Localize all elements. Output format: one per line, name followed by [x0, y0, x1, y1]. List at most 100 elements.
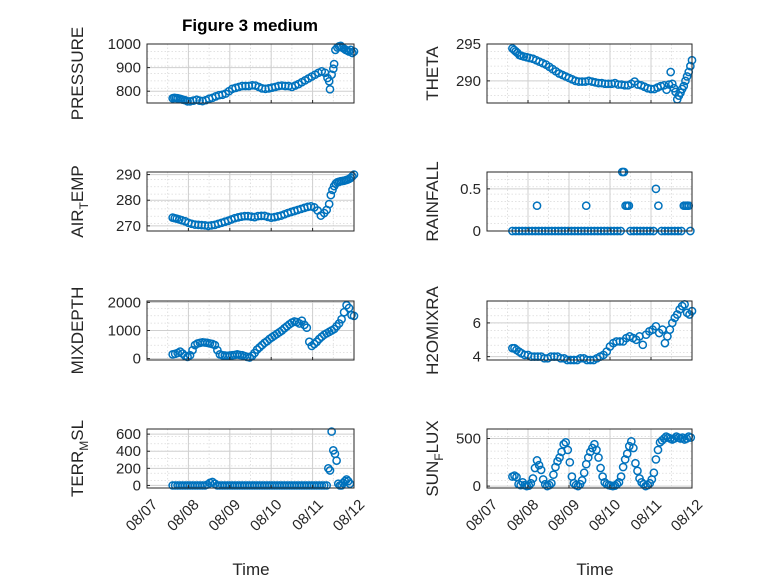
y-axis-label-rest: SL	[68, 420, 87, 441]
axes-mixdepth: 0 1000 2000 MIXDEPTH	[68, 287, 359, 374]
axes-frame	[486, 171, 693, 232]
data-point-mixdepth	[185, 350, 195, 360]
data-point-mixdepth	[188, 345, 197, 355]
data-point-mixdepth	[255, 343, 264, 352]
data-point-sun-flux	[547, 478, 556, 488]
data-point-air-temp	[326, 190, 336, 200]
y-axis-label-pressure: PRESSURE	[68, 27, 87, 121]
axes-air-temp: 270 280 290 AIRTEMP	[68, 165, 359, 238]
data-point-theta	[681, 76, 690, 86]
data-point-h2omixra	[638, 340, 648, 350]
y-axis-label-main: PRESSURE	[68, 27, 87, 121]
axes-frame	[486, 43, 693, 104]
y-tick-label: 295	[456, 36, 481, 53]
data-point-mixdepth	[210, 340, 220, 350]
data-point-terr-msl	[317, 481, 327, 490]
data-point-rainfall	[581, 201, 591, 211]
data-point-sun-flux	[579, 468, 589, 478]
data-point-mixdepth	[277, 326, 287, 335]
y-tick-label: 290	[456, 73, 481, 90]
figure-title: Figure 3 medium	[182, 16, 318, 35]
y-axis-label-main: H2OMIXRA	[423, 285, 442, 374]
data-point-h2omixra	[651, 321, 661, 331]
y-axis-label-main: AIR	[68, 209, 87, 237]
data-point-mixdepth	[307, 341, 317, 351]
axes-frame	[146, 43, 355, 104]
data-point-sun-flux	[682, 434, 692, 443]
y-tick-label: 2000	[108, 294, 141, 311]
data-point-pressure	[329, 59, 339, 69]
data-point-sun-flux	[670, 434, 679, 443]
data-point-sun-flux	[549, 470, 558, 480]
data-point-mixdepth	[334, 319, 344, 328]
data-point-mixdepth	[213, 345, 222, 355]
axes-frame	[146, 171, 355, 232]
data-point-pressure	[327, 70, 336, 80]
data-point-mixdepth	[252, 345, 262, 354]
y-tick-label: 280	[116, 192, 141, 209]
data-point-sun-flux	[653, 445, 663, 455]
y-tick-label: 600	[116, 426, 141, 443]
data-point-sun-flux	[532, 456, 542, 465]
data-point-terr-msl	[332, 456, 341, 465]
data-point-pressure	[325, 84, 335, 94]
y-tick-label: 0	[133, 477, 141, 494]
data-point-sun-flux	[631, 458, 640, 468]
data-point-pressure	[183, 97, 192, 106]
data-point-terr-msl	[198, 481, 207, 490]
data-point-air-temp	[324, 199, 334, 209]
y-tick-label: 500	[456, 431, 481, 448]
y-axis-label-h2omixra: H2OMIXRA	[423, 285, 442, 374]
axes-layer: 800 900 1000 PRESSURE 290 295 THETA 270 280 290 AI…	[68, 27, 706, 535]
data-point-sun-flux	[559, 439, 569, 449]
y-tick-label: 800	[116, 83, 141, 100]
y-axis-label-main: THETA	[423, 46, 442, 101]
data-point-terr-msl	[322, 481, 332, 490]
data-point-terr-msl	[323, 463, 333, 473]
data-point-terr-msl	[327, 427, 336, 436]
y-axis-label-subscript: T	[77, 201, 91, 209]
axes-frame	[486, 300, 693, 361]
data-point-sun-flux	[624, 441, 634, 451]
y-tick-label: 0.5	[460, 181, 481, 198]
y-axis-label-rest: LUX	[423, 420, 442, 453]
y-tick-label: 290	[116, 167, 141, 184]
y-tick-label: 200	[116, 460, 141, 477]
y-tick-label: 0	[473, 223, 481, 240]
data-point-air-temp	[347, 172, 357, 181]
data-point-rainfall	[651, 184, 661, 194]
data-point-sun-flux	[651, 455, 661, 464]
data-point-sun-flux	[659, 434, 669, 443]
data-point-h2omixra	[672, 310, 682, 319]
y-axis-label-air-temp: AIRTEMP	[68, 165, 91, 238]
data-point-pressure	[347, 48, 357, 58]
data-point-sun-flux	[551, 462, 560, 472]
data-point-sun-flux	[620, 455, 630, 464]
y-tick-label: 900	[116, 60, 141, 77]
x-axis-label-left: Time	[232, 560, 269, 579]
data-point-sun-flux	[598, 472, 607, 481]
data-point-sun-flux	[573, 481, 583, 491]
data-point-theta	[679, 81, 689, 91]
data-point-theta	[659, 80, 669, 90]
data-point-sun-flux	[618, 462, 628, 472]
data-point-sun-flux	[544, 480, 554, 490]
axes-rainfall: 0 0.5 RAINFALL	[423, 161, 695, 242]
axes-frame	[146, 428, 355, 489]
data-point-theta	[667, 79, 677, 89]
data-point-mixdepth	[302, 323, 312, 333]
y-tick-label: 1000	[108, 323, 141, 340]
data-point-sun-flux	[616, 472, 626, 481]
data-point-sun-flux	[524, 481, 534, 490]
data-point-sun-flux	[565, 457, 575, 467]
y-axis-label-main: SUN	[423, 461, 442, 497]
y-tick-label: 6	[473, 315, 481, 332]
data-point-sun-flux	[563, 445, 573, 455]
axes-h2omixra: 4 6 H2OMIXRA	[423, 285, 697, 375]
data-point-sun-flux	[538, 475, 548, 484]
data-point-sun-flux	[534, 460, 544, 470]
data-point-sun-flux	[526, 478, 536, 488]
y-axis-label-sun-flux: SUNFLUX	[423, 420, 446, 496]
y-tick-label: 0	[473, 478, 481, 495]
y-tick-label: 400	[116, 443, 141, 460]
